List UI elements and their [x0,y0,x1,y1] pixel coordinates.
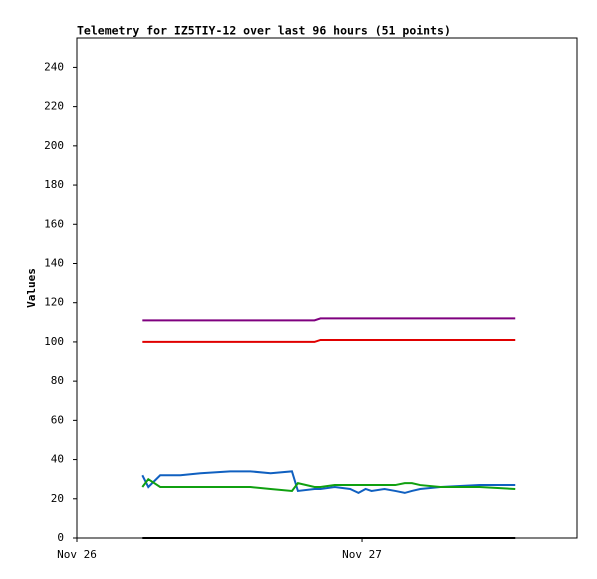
chart-title: Telemetry for IZ5TIY-12 over last 96 hou… [77,24,451,38]
y-tick-label: 140 [44,256,64,269]
y-tick-label: 0 [57,531,64,544]
y-tick-label: 40 [51,453,64,466]
y-tick-label: 120 [44,296,64,309]
data-line [141,470,516,495]
x-tick-label: Nov 26 [57,548,97,561]
y-tick-label: 60 [51,413,64,426]
data-line [142,338,516,343]
y-tick-label: 20 [51,492,64,505]
y-tick-label: 180 [44,178,64,191]
y-axis-label: Values [25,268,38,308]
data-line [141,477,516,492]
data-line [142,317,516,322]
y-tick-label: 220 [44,100,64,113]
y-tick-label: 200 [44,139,64,152]
y-tick-label: 100 [44,335,64,348]
y-tick-label: 240 [44,60,64,73]
x-tick-label: Nov 27 [342,548,382,561]
y-tick-label: 80 [51,374,64,387]
y-tick-label: 160 [44,217,64,230]
